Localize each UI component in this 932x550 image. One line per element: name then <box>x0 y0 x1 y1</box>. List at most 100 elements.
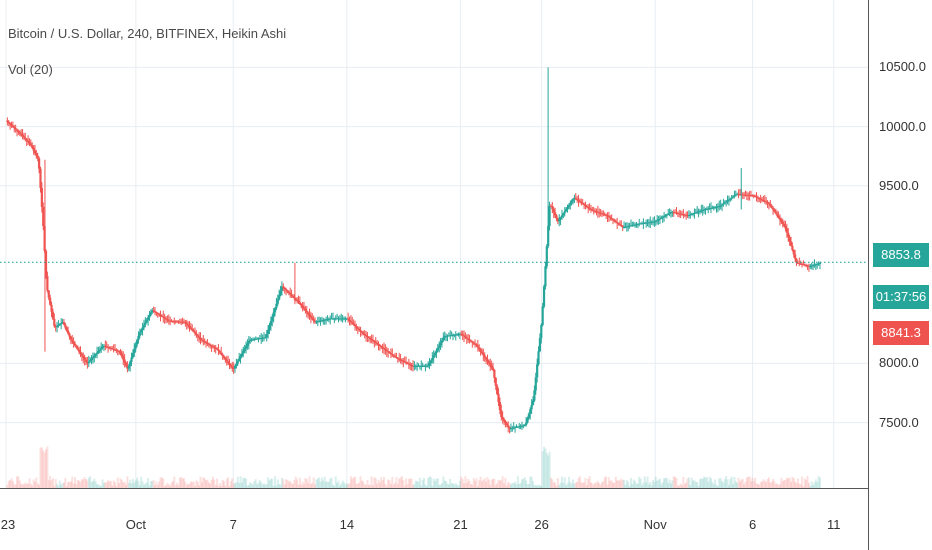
volume-bar <box>696 481 699 488</box>
candle-body <box>662 216 666 218</box>
candle-body <box>727 199 731 201</box>
candle-body <box>336 318 339 320</box>
candle-body <box>767 202 771 204</box>
candle-body <box>581 202 584 204</box>
volume-bar <box>276 479 279 488</box>
volume-bar <box>362 481 365 488</box>
volume-bar <box>607 477 610 488</box>
volume-bar <box>256 484 259 488</box>
volume-bar <box>686 478 689 488</box>
volume-bar <box>732 484 735 488</box>
candle-body <box>487 361 490 364</box>
candle-body <box>482 353 485 356</box>
candle-body <box>780 219 783 222</box>
candle-body <box>13 126 16 129</box>
candle-body <box>22 136 26 138</box>
volume-bar <box>758 484 761 488</box>
candle-body <box>505 423 508 426</box>
candle-body <box>462 335 466 337</box>
volume-bar <box>445 480 448 488</box>
volume-bar <box>628 485 631 488</box>
volume-bar <box>465 482 468 488</box>
volume-bar <box>509 484 512 488</box>
volume-indicator-label[interactable]: Vol (20) <box>8 62 53 77</box>
volume-bar <box>249 482 252 488</box>
volume-bar <box>38 484 41 488</box>
candle-body <box>66 330 70 334</box>
candle-body <box>331 318 335 320</box>
volume-bar <box>559 482 562 488</box>
candle-body <box>613 220 616 222</box>
candle-body <box>471 341 474 343</box>
volume-bar <box>737 477 740 488</box>
candle-body <box>464 336 467 338</box>
candle-body <box>381 347 384 349</box>
volume-bar <box>178 477 181 488</box>
volume-bar <box>407 479 410 488</box>
candle-body <box>15 129 19 131</box>
candle-body <box>406 362 409 364</box>
volume-bar <box>721 480 724 488</box>
volume-bar <box>668 479 671 488</box>
candle-body <box>496 385 499 394</box>
candle-body <box>291 295 295 297</box>
volume-bar <box>337 480 340 488</box>
candle-body <box>395 357 398 359</box>
candle-body <box>582 203 586 205</box>
volume-bar <box>16 476 19 488</box>
candle-body <box>756 197 759 199</box>
volume-bar <box>371 485 374 488</box>
volume-bar <box>274 476 277 488</box>
volume-bar <box>54 479 57 488</box>
candle-body <box>542 286 546 307</box>
candle-body <box>573 197 576 200</box>
candle-body <box>127 366 130 369</box>
volume-bar <box>43 452 46 488</box>
volume-bar <box>316 478 319 488</box>
candle-body <box>665 214 668 216</box>
volume-bar <box>533 485 536 488</box>
candle-body <box>53 318 56 326</box>
candle-body <box>145 319 148 323</box>
volume-bar <box>75 484 78 488</box>
volume-bar <box>381 480 384 488</box>
volume-bar <box>581 482 584 488</box>
candle-body <box>55 326 59 328</box>
candle-body <box>705 208 708 210</box>
volume-bar <box>171 481 174 488</box>
candle-body <box>279 290 282 296</box>
volume-bar <box>112 480 115 488</box>
volume-bar <box>206 479 209 488</box>
volume-bar <box>523 477 526 488</box>
candle-body <box>651 221 655 223</box>
volume-bar <box>410 478 413 488</box>
candle-body <box>814 264 817 266</box>
candle-body <box>25 139 28 141</box>
volume-bar <box>377 479 380 488</box>
volume-bar <box>715 484 718 488</box>
volume-bar <box>460 476 463 488</box>
candle-body <box>152 310 155 312</box>
candle-body <box>315 321 318 323</box>
candle-body <box>236 361 239 364</box>
candle-body <box>625 226 628 228</box>
volume-bar <box>549 477 552 488</box>
candle-body <box>83 357 86 360</box>
volume-bar <box>704 477 707 488</box>
volume-bar <box>320 477 323 488</box>
candle-body <box>213 346 216 348</box>
candle-body <box>770 205 773 208</box>
volume-bar <box>305 479 308 488</box>
candle-body <box>762 200 765 202</box>
volume-bar <box>707 481 710 488</box>
candle-body <box>62 322 66 325</box>
volume-bar <box>331 484 334 488</box>
candle-body <box>280 286 284 291</box>
candle-body <box>587 206 590 208</box>
candle-body <box>578 200 582 202</box>
volume-bar <box>552 482 555 488</box>
volume-bar <box>387 479 390 488</box>
volume-bar <box>805 479 808 488</box>
volume-bar <box>134 480 137 488</box>
